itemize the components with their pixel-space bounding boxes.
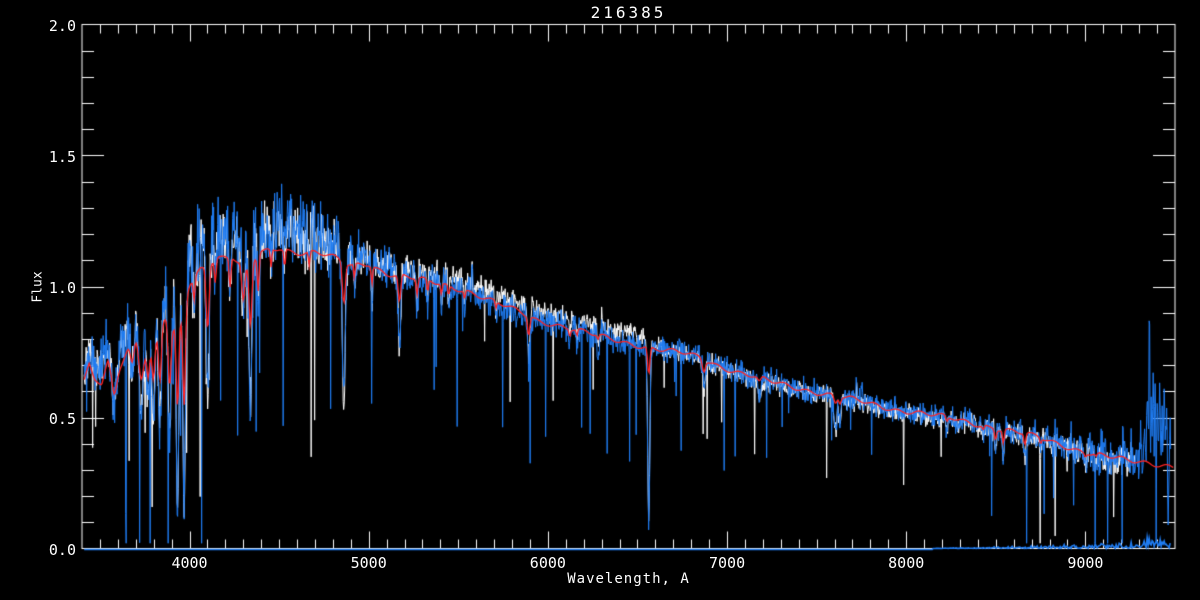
x-tick-label: 8000 — [888, 554, 925, 572]
x-axis-label: Wavelength, A — [567, 571, 690, 587]
x-tick-label: 9000 — [1067, 554, 1104, 572]
x-tick-label: 5000 — [350, 554, 387, 572]
y-tick-label: 0.5 — [48, 409, 76, 428]
y-tick-label: 1.5 — [48, 147, 76, 166]
x-tick-label: 4000 — [171, 554, 208, 572]
x-tick-label: 7000 — [708, 554, 746, 572]
x-tick-label: 6000 — [529, 554, 566, 572]
chart-title: 216385 — [590, 3, 667, 22]
y-tick-label: 2.0 — [48, 16, 76, 35]
y-tick-label: 1.0 — [48, 278, 76, 297]
y-tick-label: 0.0 — [48, 540, 76, 559]
